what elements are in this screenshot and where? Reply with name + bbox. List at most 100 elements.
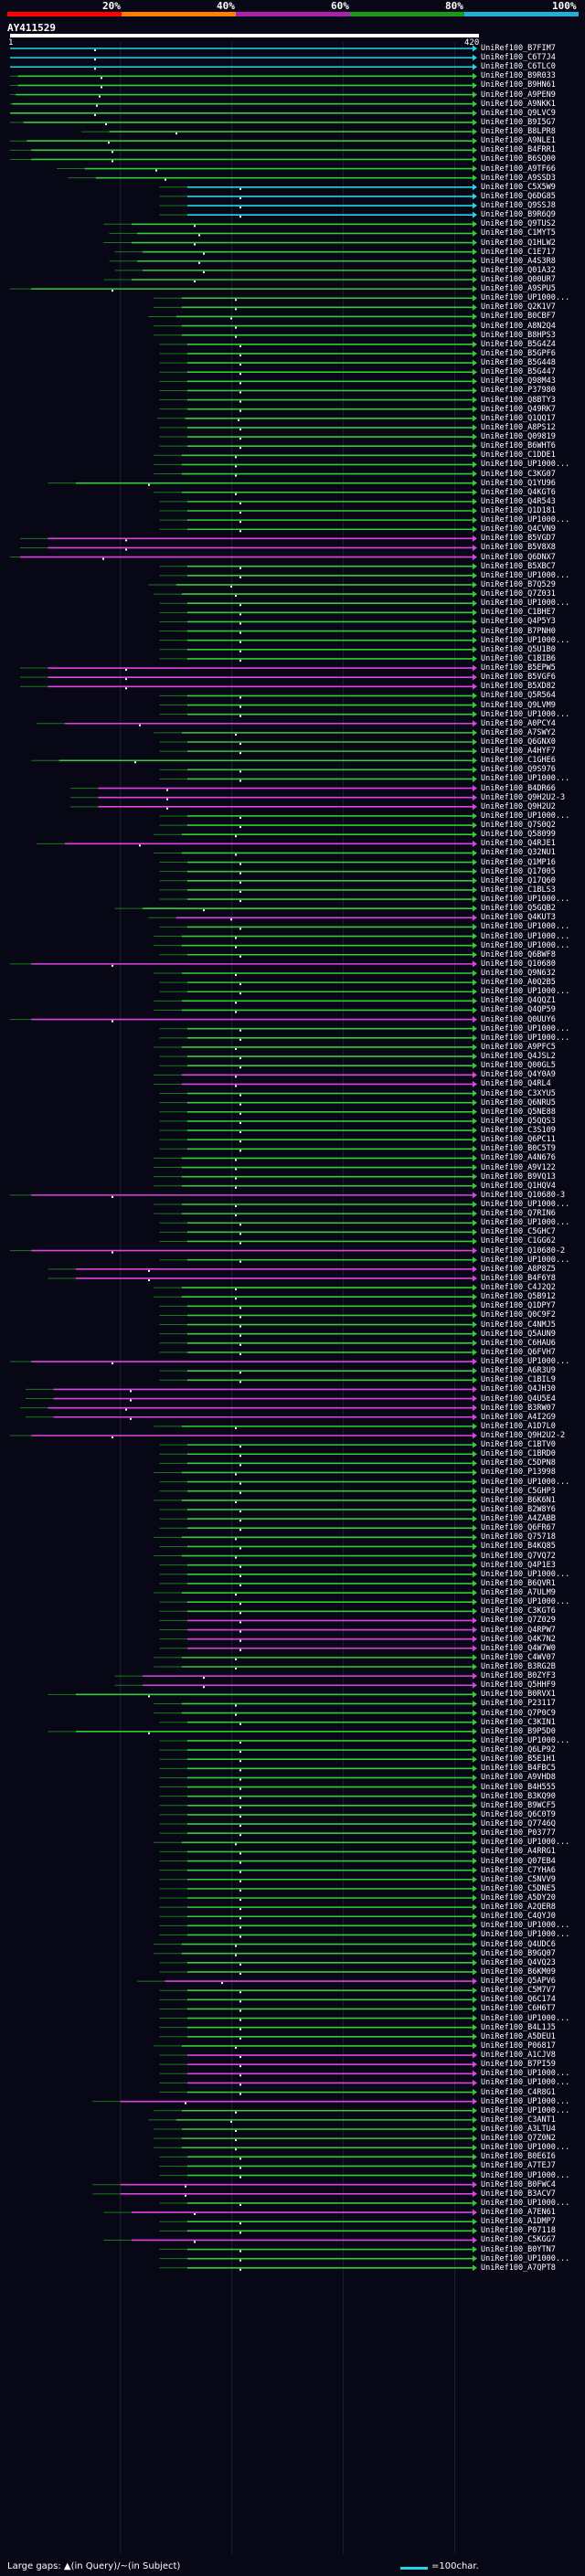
hit-label[interactable]: UniRef100_B0RVX1 xyxy=(481,1690,556,1700)
hit-row[interactable] xyxy=(154,1182,477,1190)
hit-label[interactable]: UniRef100_Q7VQ72 xyxy=(481,1551,556,1561)
hit-label[interactable]: UniRef100_Q7Z031 xyxy=(481,589,556,599)
hit-label[interactable]: UniRef100_A0PCY4 xyxy=(481,718,556,728)
hit-label[interactable]: UniRef100_Q9N632 xyxy=(481,969,556,978)
hit-row[interactable] xyxy=(154,1293,477,1300)
hit-row[interactable] xyxy=(26,1414,477,1421)
hit-row[interactable] xyxy=(159,2227,477,2234)
hit-row[interactable] xyxy=(159,387,477,394)
hit-label[interactable]: UniRef100_B4F6Y8 xyxy=(481,1273,556,1283)
hit-row[interactable] xyxy=(154,997,477,1004)
hit-label[interactable]: UniRef100_A4N676 xyxy=(481,1153,556,1163)
hit-label[interactable]: UniRef100_A9TF66 xyxy=(481,164,556,174)
hit-row[interactable] xyxy=(159,1765,477,1772)
hit-row[interactable] xyxy=(10,155,477,163)
hit-label[interactable]: UniRef100_C3KG07 xyxy=(481,469,556,479)
hit-label[interactable]: UniRef100_Q32NU1 xyxy=(481,848,556,858)
hit-row[interactable] xyxy=(159,702,477,709)
hit-row[interactable] xyxy=(159,646,477,653)
hit-row[interactable] xyxy=(159,766,477,773)
hit-label[interactable]: UniRef100_C1E717 xyxy=(481,247,556,257)
hit-label[interactable]: UniRef100_B4L1J5 xyxy=(481,2022,556,2032)
hit-label[interactable]: UniRef100_B9R6Q9 xyxy=(481,210,556,220)
hit-label[interactable]: UniRef100_B3ACV7 xyxy=(481,2189,556,2199)
hit-row[interactable] xyxy=(69,785,477,792)
hit-label[interactable]: UniRef100_Q4Y0A9 xyxy=(481,1070,556,1080)
hit-label[interactable]: UniRef100_UP1000... xyxy=(481,931,570,941)
hit-label[interactable]: UniRef100_A4ZABB xyxy=(481,1514,556,1524)
hit-row[interactable] xyxy=(159,1237,477,1245)
hit-row[interactable] xyxy=(159,1090,477,1097)
hit-label[interactable]: UniRef100_A5DY20 xyxy=(481,1893,556,1903)
hit-row[interactable] xyxy=(154,1700,477,1707)
hit-row[interactable] xyxy=(159,433,477,440)
hit-label[interactable]: UniRef100_C4WV07 xyxy=(481,1652,556,1662)
hit-row[interactable] xyxy=(159,1118,477,1125)
hit-row[interactable] xyxy=(159,2015,477,2022)
hit-row[interactable] xyxy=(154,461,477,468)
hit-row[interactable] xyxy=(159,1228,477,1235)
hit-row[interactable] xyxy=(159,397,477,404)
hit-row[interactable] xyxy=(159,359,477,366)
hit-row[interactable] xyxy=(159,896,477,903)
hit-row[interactable] xyxy=(19,544,477,551)
hit-label[interactable]: UniRef100_Q4KGT6 xyxy=(481,487,556,497)
hit-row[interactable] xyxy=(37,720,477,727)
hit-row[interactable] xyxy=(10,1432,477,1439)
hit-label[interactable]: UniRef100_Q1HLW2 xyxy=(481,238,556,248)
hit-label[interactable]: UniRef100_Q5U1B0 xyxy=(481,644,556,654)
hit-label[interactable]: UniRef100_C4J2Q2 xyxy=(481,1283,556,1293)
hit-label[interactable]: UniRef100_C5GHC7 xyxy=(481,1227,556,1237)
hit-label[interactable]: UniRef100_Q4RJE1 xyxy=(481,839,556,849)
hit-label[interactable]: UniRef100_Q1HQV4 xyxy=(481,1181,556,1191)
hit-label[interactable]: UniRef100_UP1000... xyxy=(481,2198,570,2208)
hit-row[interactable] xyxy=(154,1553,477,1560)
hit-label[interactable]: UniRef100_Q9H2U2-2 xyxy=(481,1431,566,1440)
hit-label[interactable]: UniRef100_B2W8Y6 xyxy=(481,1504,556,1514)
hit-label[interactable]: UniRef100_UP1000... xyxy=(481,895,570,905)
hit-row[interactable] xyxy=(159,868,477,875)
hit-row[interactable] xyxy=(159,1488,477,1495)
hit-row[interactable] xyxy=(154,1468,477,1476)
hit-row[interactable] xyxy=(48,1266,477,1273)
hit-row[interactable] xyxy=(159,951,477,959)
hit-row[interactable] xyxy=(159,406,477,413)
hit-label[interactable]: UniRef100_Q75718 xyxy=(481,1532,556,1542)
hit-row[interactable] xyxy=(159,2162,477,2169)
hit-label[interactable]: UniRef100_Q5QQS3 xyxy=(481,1116,556,1126)
hit-label[interactable]: UniRef100_Q10680 xyxy=(481,959,556,969)
hit-row[interactable] xyxy=(159,2264,477,2272)
hit-label[interactable]: UniRef100_B8HPS3 xyxy=(481,330,556,340)
hit-label[interactable]: UniRef100_B9I5G7 xyxy=(481,117,556,127)
hit-label[interactable]: UniRef100_Q9H2U2-3 xyxy=(481,792,566,802)
hit-row[interactable] xyxy=(154,933,477,940)
hit-label[interactable]: UniRef100_B0ZYF3 xyxy=(481,1671,556,1681)
hit-label[interactable]: UniRef100_Q49RK7 xyxy=(481,404,556,414)
hit-label[interactable]: UniRef100_Q6PC11 xyxy=(481,1135,556,1145)
hit-row[interactable] xyxy=(159,525,477,533)
hit-row[interactable] xyxy=(159,1876,477,1883)
hit-label[interactable]: UniRef100_A9NLE1 xyxy=(481,136,556,146)
hit-row[interactable] xyxy=(114,1681,477,1689)
hit-row[interactable] xyxy=(37,840,477,847)
hit-row[interactable] xyxy=(10,1016,477,1023)
hit-label[interactable]: UniRef100_UP1000... xyxy=(481,1477,570,1487)
hit-row[interactable] xyxy=(159,2061,477,2068)
hit-row[interactable] xyxy=(159,1376,477,1383)
hit-row[interactable] xyxy=(159,1922,477,1929)
hit-row[interactable] xyxy=(159,1034,477,1042)
hit-row[interactable] xyxy=(159,1858,477,1865)
hit-label[interactable]: UniRef100_A9SPU5 xyxy=(481,284,556,294)
hit-label[interactable]: UniRef100_Q9LVC9 xyxy=(481,108,556,118)
hit-label[interactable]: UniRef100_Q7Z029 xyxy=(481,1616,556,1626)
hit-label[interactable]: UniRef100_B5E1H1 xyxy=(481,1754,556,1765)
hit-label[interactable]: UniRef100_C4R8G1 xyxy=(481,2087,556,2097)
hit-label[interactable]: UniRef100_UP1000... xyxy=(481,1218,570,1228)
hit-row[interactable] xyxy=(159,1127,477,1134)
hit-row[interactable] xyxy=(159,1219,477,1226)
hit-label[interactable]: UniRef100_UP1000... xyxy=(481,1569,570,1579)
hit-row[interactable] xyxy=(154,1589,477,1596)
hit-row[interactable] xyxy=(10,45,477,52)
hit-row[interactable] xyxy=(159,1145,477,1152)
hit-row[interactable] xyxy=(159,2255,477,2263)
